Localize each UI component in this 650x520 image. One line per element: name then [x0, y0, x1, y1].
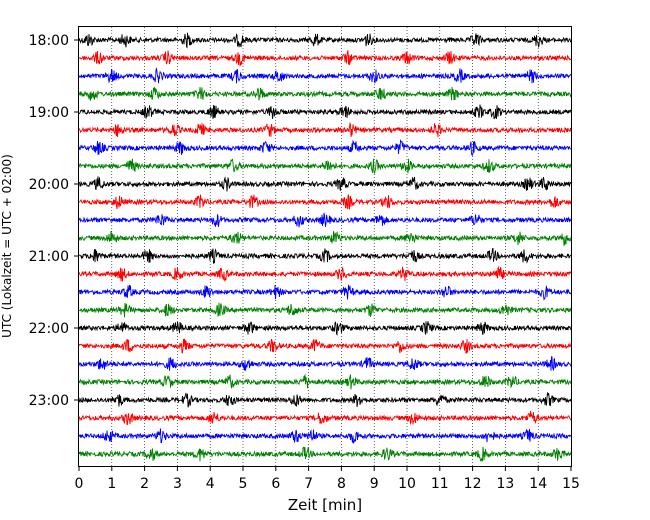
x-tick-label: 11	[431, 476, 449, 492]
x-tick-label: 10	[398, 476, 416, 492]
plot-frame	[78, 26, 572, 467]
y-tick-label: 22:00	[29, 321, 69, 337]
x-tick-label: 12	[464, 476, 482, 492]
trace-row	[78, 356, 572, 372]
y-tick-label: 18:00	[29, 33, 69, 49]
trace-row	[78, 265, 572, 282]
y-tick-label: 23:00	[29, 393, 69, 409]
x-tick-label: 1	[107, 476, 116, 492]
x-tick-label: 2	[140, 476, 149, 492]
grid-layer	[111, 27, 539, 466]
trace-row	[78, 121, 572, 138]
trace-row	[78, 446, 572, 463]
x-tick-label: 14	[529, 476, 547, 492]
traces-layer	[78, 32, 572, 463]
trace-row	[78, 247, 572, 264]
x-tick-label: 5	[239, 476, 248, 492]
x-tick-label: 3	[173, 476, 182, 492]
trace-row	[78, 86, 572, 101]
y-tick-label: 20:00	[29, 177, 69, 193]
trace-row	[78, 321, 572, 336]
x-tick-label: 6	[271, 476, 280, 492]
trace-row	[78, 338, 572, 354]
trace-row	[78, 194, 572, 211]
x-tick-label: 8	[337, 476, 346, 492]
x-tick-label: 0	[75, 476, 84, 492]
y-axis: 18:00 19:00 20:00 21:00 22:00 23:00	[29, 33, 79, 409]
trace-row	[78, 410, 572, 426]
x-tick-label: 15	[562, 476, 580, 492]
trace-row	[78, 104, 572, 120]
y-tick-label: 21:00	[29, 249, 69, 265]
x-tick-label: 4	[206, 476, 215, 492]
trace-row	[78, 302, 572, 318]
trace-row	[78, 212, 572, 228]
x-tick-label: 13	[496, 476, 514, 492]
trace-row	[78, 231, 572, 247]
x-tick-label: 9	[370, 476, 379, 492]
x-tick-label: 7	[304, 476, 313, 492]
trace-row	[78, 392, 572, 408]
trace-row	[78, 428, 572, 444]
x-axis-label: Zeit [min]	[288, 496, 362, 514]
trace-row	[78, 158, 572, 174]
trace-row	[78, 50, 572, 67]
trace-row	[78, 67, 572, 84]
y-tick-label: 19:00	[29, 105, 69, 121]
x-axis: 0 1 2 3 4 5 6 7 8 9 10 11 12 13 14 15	[75, 466, 580, 492]
trace-row	[78, 374, 572, 390]
trace-row	[78, 176, 572, 192]
trace-row	[78, 284, 572, 301]
trace-row	[78, 32, 572, 49]
y-axis-label: UTC (Lokalzeit = UTC + 02:00)	[0, 154, 14, 338]
trace-row	[78, 138, 572, 156]
